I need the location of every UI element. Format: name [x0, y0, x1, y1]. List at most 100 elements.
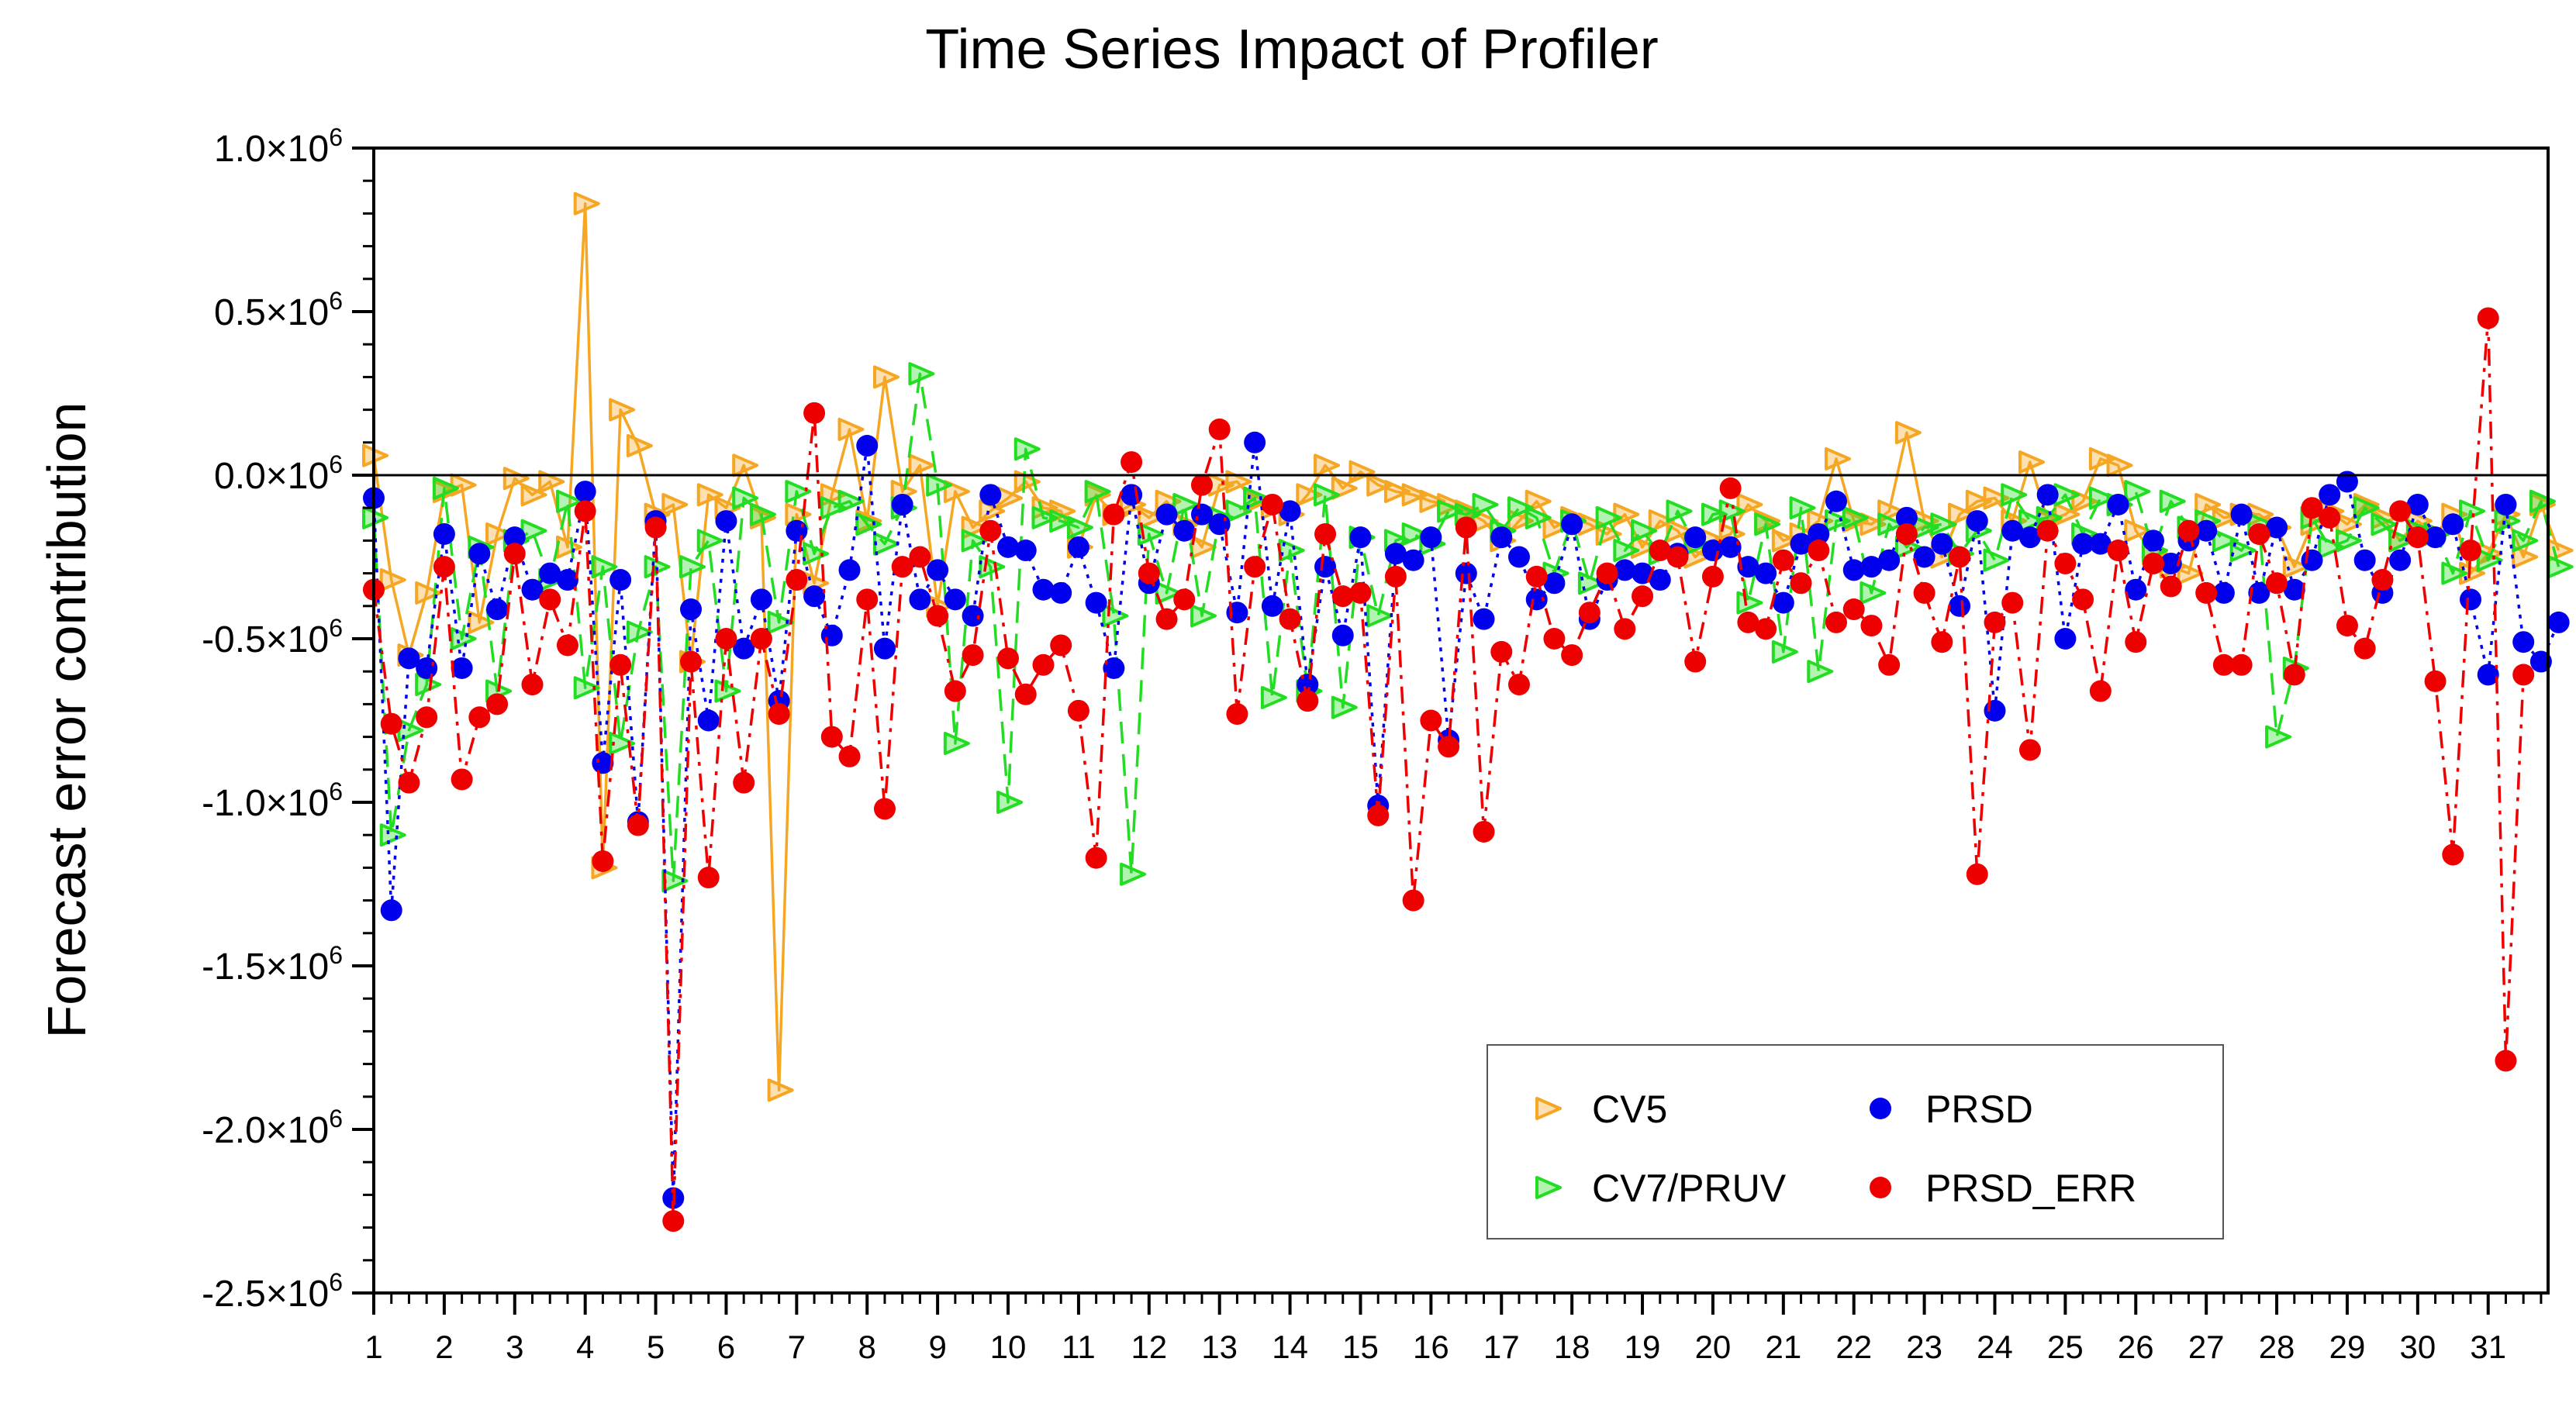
- data-point: [786, 519, 808, 542]
- data-point: [644, 516, 667, 539]
- data-point: [1755, 562, 1777, 584]
- data-point: [856, 588, 879, 611]
- data-point: [1824, 446, 1851, 471]
- data-point: [1349, 526, 1372, 549]
- data-point: [1050, 634, 1072, 657]
- data-point: [1913, 546, 1935, 568]
- data-point: [2001, 483, 2028, 507]
- data-point: [944, 588, 966, 611]
- data-point: [539, 562, 561, 584]
- data-point: [1719, 536, 1742, 558]
- legend-label: PRSD: [1925, 1088, 2033, 1131]
- data-point: [1807, 660, 1834, 684]
- data-point: [2442, 513, 2464, 536]
- data-point: [1208, 418, 1231, 440]
- data-point: [2036, 484, 2059, 506]
- series-3: [363, 431, 2570, 1209]
- data-point: [1014, 540, 1037, 562]
- data-point: [1930, 512, 1957, 536]
- data-point: [1614, 618, 1636, 640]
- data-point: [2160, 552, 2182, 574]
- data-point: [520, 483, 547, 507]
- data-point: [1878, 653, 1901, 676]
- data-point: [1984, 699, 2006, 722]
- data-point: [679, 555, 706, 579]
- data-point: [767, 610, 794, 634]
- data-point: [732, 453, 759, 478]
- data-point: [996, 791, 1024, 814]
- y-tick-label: 1.0×106: [214, 123, 343, 170]
- data-point: [2072, 588, 2094, 611]
- data-point: [785, 480, 812, 504]
- data-point: [1050, 581, 1072, 604]
- data-point: [379, 823, 406, 847]
- data-point: [2036, 519, 2059, 542]
- x-tick-label: 27: [2188, 1329, 2225, 1365]
- data-point: [1577, 571, 1604, 595]
- data-point: [1771, 640, 1798, 664]
- data-point: [1032, 653, 1055, 676]
- data-point: [1366, 604, 1393, 628]
- data-point: [1138, 562, 1160, 584]
- data-point: [944, 680, 966, 702]
- data-point: [2230, 503, 2253, 526]
- data-point: [1490, 526, 1513, 549]
- data-point: [432, 476, 459, 500]
- data-point: [468, 543, 491, 565]
- data-point: [1314, 483, 1341, 507]
- data-point: [1719, 477, 1742, 499]
- x-tick-label: 20: [1695, 1329, 1732, 1365]
- data-point: [820, 624, 843, 646]
- data-point: [1420, 709, 1442, 732]
- data-point: [2441, 561, 2468, 585]
- data-point: [962, 644, 984, 667]
- data-point: [837, 417, 865, 441]
- data-point: [1561, 513, 1583, 536]
- data-point: [1736, 591, 1763, 615]
- data-point: [1013, 437, 1041, 461]
- data-point: [1437, 499, 1464, 523]
- data-point: [786, 569, 808, 591]
- data-point: [1631, 519, 1658, 543]
- data-point: [556, 569, 578, 591]
- y-tick-label: -2.0×106: [202, 1105, 343, 1151]
- data-point: [433, 522, 455, 545]
- x-tick-label: 23: [1906, 1329, 1942, 1365]
- data-point: [1525, 565, 1548, 588]
- data-point: [1772, 549, 1794, 571]
- data-point: [1949, 546, 1971, 568]
- data-point: [521, 674, 544, 696]
- data-point: [2054, 552, 2077, 574]
- data-point: [1614, 559, 1636, 581]
- data-point: [592, 850, 614, 872]
- data-point: [1878, 549, 1901, 571]
- data-point: [2512, 664, 2535, 686]
- data-point: [1666, 519, 1693, 543]
- data-point: [2230, 653, 2253, 676]
- data-point: [1842, 505, 1869, 529]
- x-tick-label: 29: [2329, 1329, 2366, 1365]
- data-point: [1596, 562, 1618, 584]
- data-point: [1790, 533, 1812, 555]
- data-point: [521, 578, 544, 601]
- data-point: [485, 522, 513, 546]
- data-point: [997, 536, 1020, 558]
- data-point: [2195, 519, 2218, 542]
- data-point: [2018, 450, 2045, 474]
- data-point: [873, 637, 896, 660]
- data-point: [837, 489, 865, 513]
- data-point: [1244, 431, 1266, 453]
- x-tick-label: 30: [2399, 1329, 2436, 1365]
- data-point: [1525, 505, 1552, 529]
- data-point: [750, 628, 772, 650]
- data-point: [416, 657, 438, 679]
- y-tick-label: 0.5×106: [214, 287, 343, 333]
- data-point: [1190, 604, 1217, 628]
- data-point: [1632, 585, 1654, 608]
- data-point: [2547, 555, 2574, 579]
- data-point: [1825, 490, 1847, 512]
- data-point: [2459, 499, 2486, 523]
- data-point: [591, 555, 618, 579]
- data-point: [1490, 640, 1513, 663]
- data-point: [1190, 474, 1213, 496]
